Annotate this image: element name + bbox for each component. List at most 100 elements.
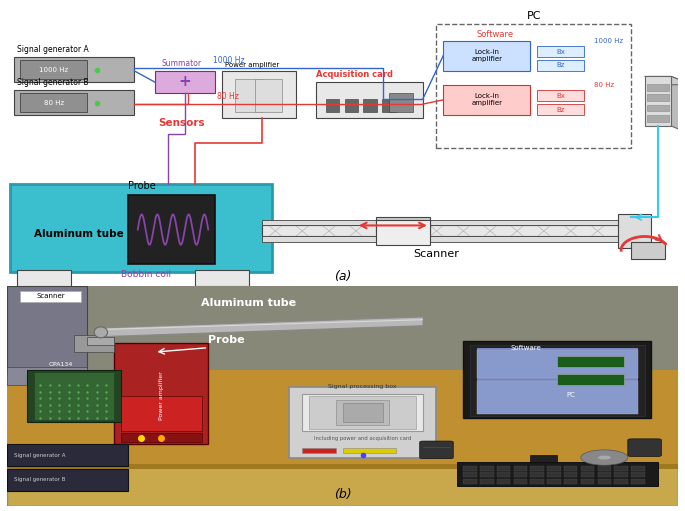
FancyBboxPatch shape — [14, 57, 134, 82]
FancyBboxPatch shape — [7, 286, 678, 506]
FancyBboxPatch shape — [647, 105, 669, 111]
FancyBboxPatch shape — [537, 90, 584, 101]
FancyBboxPatch shape — [477, 350, 638, 379]
Text: 80 Hz: 80 Hz — [217, 92, 239, 101]
FancyBboxPatch shape — [547, 479, 560, 484]
FancyBboxPatch shape — [597, 479, 611, 484]
Text: Including power and acquisition card: Including power and acquisition card — [314, 435, 411, 440]
FancyBboxPatch shape — [597, 473, 611, 477]
FancyBboxPatch shape — [309, 396, 416, 429]
Text: Aluminum tube: Aluminum tube — [201, 298, 296, 308]
FancyBboxPatch shape — [497, 473, 510, 477]
FancyBboxPatch shape — [514, 466, 527, 471]
FancyBboxPatch shape — [631, 479, 645, 484]
FancyBboxPatch shape — [514, 479, 527, 484]
Text: Bx: Bx — [556, 93, 565, 99]
FancyBboxPatch shape — [463, 479, 477, 484]
FancyBboxPatch shape — [316, 82, 423, 118]
FancyBboxPatch shape — [195, 270, 249, 286]
Text: Scanner: Scanner — [414, 248, 460, 259]
FancyBboxPatch shape — [420, 441, 453, 459]
FancyBboxPatch shape — [480, 473, 493, 477]
FancyBboxPatch shape — [121, 396, 201, 431]
Text: Summator: Summator — [161, 59, 201, 68]
Text: PC: PC — [527, 11, 541, 21]
Ellipse shape — [94, 327, 108, 338]
Text: 80 Hz: 80 Hz — [44, 100, 64, 106]
FancyBboxPatch shape — [537, 60, 584, 71]
FancyBboxPatch shape — [390, 93, 413, 112]
FancyBboxPatch shape — [235, 79, 262, 112]
Text: +: + — [178, 75, 191, 89]
Text: Signal generator B: Signal generator B — [14, 477, 65, 482]
FancyBboxPatch shape — [537, 46, 584, 57]
FancyBboxPatch shape — [34, 372, 114, 420]
Text: Acquisition card: Acquisition card — [316, 70, 393, 79]
FancyBboxPatch shape — [256, 79, 282, 112]
FancyBboxPatch shape — [7, 367, 88, 385]
FancyBboxPatch shape — [558, 374, 625, 385]
FancyBboxPatch shape — [262, 220, 638, 225]
Text: 80 Hz: 80 Hz — [595, 82, 614, 88]
FancyBboxPatch shape — [74, 335, 114, 352]
FancyBboxPatch shape — [7, 286, 678, 369]
FancyBboxPatch shape — [376, 220, 429, 245]
FancyBboxPatch shape — [564, 479, 577, 484]
FancyBboxPatch shape — [342, 448, 396, 453]
FancyBboxPatch shape — [564, 473, 577, 477]
FancyBboxPatch shape — [7, 445, 127, 467]
FancyBboxPatch shape — [88, 337, 114, 345]
FancyBboxPatch shape — [581, 466, 595, 471]
FancyBboxPatch shape — [14, 90, 134, 115]
FancyBboxPatch shape — [21, 93, 88, 112]
FancyBboxPatch shape — [647, 115, 669, 122]
FancyBboxPatch shape — [614, 479, 627, 484]
Text: (a): (a) — [334, 270, 351, 284]
Polygon shape — [101, 317, 423, 337]
Text: Lock-in
amplifier: Lock-in amplifier — [471, 94, 502, 106]
FancyBboxPatch shape — [618, 215, 651, 247]
Text: Signal processing box: Signal processing box — [328, 384, 397, 389]
FancyBboxPatch shape — [631, 466, 645, 471]
FancyBboxPatch shape — [345, 99, 358, 112]
Text: Aluminum tube: Aluminum tube — [34, 229, 123, 239]
FancyBboxPatch shape — [382, 99, 395, 112]
Text: Power amplifier: Power amplifier — [159, 371, 164, 421]
FancyBboxPatch shape — [7, 369, 678, 467]
Polygon shape — [645, 77, 685, 85]
FancyBboxPatch shape — [262, 237, 638, 242]
FancyBboxPatch shape — [581, 479, 595, 484]
FancyBboxPatch shape — [631, 242, 664, 259]
FancyBboxPatch shape — [17, 270, 71, 286]
FancyBboxPatch shape — [530, 473, 544, 477]
FancyBboxPatch shape — [21, 60, 88, 79]
FancyBboxPatch shape — [7, 464, 678, 469]
FancyBboxPatch shape — [363, 99, 377, 112]
FancyBboxPatch shape — [558, 357, 625, 367]
FancyBboxPatch shape — [463, 466, 477, 471]
Text: OPA134: OPA134 — [49, 362, 73, 367]
FancyBboxPatch shape — [262, 225, 638, 237]
Text: 1000 Hz: 1000 Hz — [39, 66, 68, 73]
FancyBboxPatch shape — [302, 448, 336, 453]
Text: Probe: Probe — [208, 336, 245, 345]
FancyBboxPatch shape — [497, 466, 510, 471]
FancyBboxPatch shape — [547, 466, 560, 471]
FancyBboxPatch shape — [470, 345, 645, 416]
Text: Signal generator A: Signal generator A — [14, 453, 65, 458]
FancyBboxPatch shape — [530, 455, 558, 467]
FancyBboxPatch shape — [627, 439, 662, 456]
FancyBboxPatch shape — [326, 99, 339, 112]
FancyBboxPatch shape — [155, 71, 215, 93]
Text: Scanner: Scanner — [36, 293, 65, 299]
FancyBboxPatch shape — [463, 473, 477, 477]
FancyBboxPatch shape — [21, 291, 81, 301]
Text: Bx: Bx — [556, 49, 565, 55]
Text: Sensors: Sensors — [158, 118, 205, 128]
FancyBboxPatch shape — [114, 343, 208, 445]
Text: Software: Software — [477, 30, 514, 38]
FancyBboxPatch shape — [514, 473, 527, 477]
FancyBboxPatch shape — [537, 104, 584, 115]
FancyBboxPatch shape — [547, 473, 560, 477]
FancyBboxPatch shape — [463, 341, 651, 418]
